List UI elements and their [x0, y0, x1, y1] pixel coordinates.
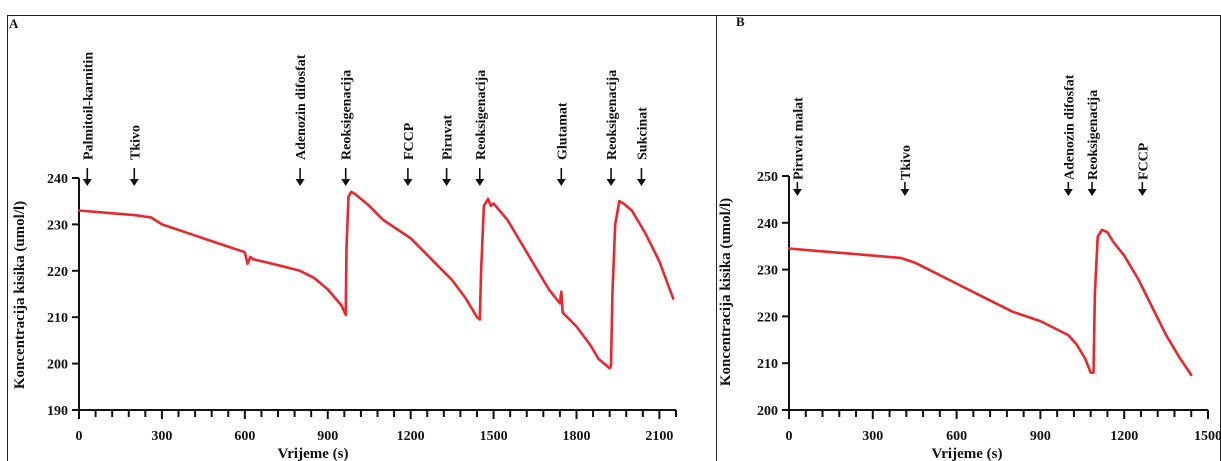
panel-a-y-tick-label: 220: [47, 265, 68, 280]
panel-a-annotation-label: Reoksigenacija: [474, 70, 489, 160]
panel-a-annotation-label: Sukcinat: [635, 107, 650, 160]
panel-a-annotation-label: Piruvat: [441, 115, 456, 160]
panel-a-annotation-arrow-head: [475, 179, 485, 186]
panel-b-y-tick-label: 200: [757, 404, 778, 419]
panel-a-x-tick-label: 1200: [397, 429, 425, 444]
panel-b-annotation-label: FCCP: [1136, 142, 1151, 180]
panel-b-label: B: [736, 14, 745, 29]
panel-a-y-tick-label: 210: [47, 311, 68, 326]
panel-b-annotation-arrow-head: [1137, 189, 1147, 196]
panel-b-y-axis-title: Koncentracija kisika (umol/l): [718, 198, 734, 386]
panel-b-x-axis-title: Vrijeme (s): [932, 446, 1003, 461]
panel-b-annotation-label: Piruvat malat: [791, 97, 806, 180]
panel-a-y-tick-label: 230: [47, 218, 68, 233]
panel-a-y-tick-label: 200: [47, 358, 68, 373]
panel-a-x-tick-label: 900: [317, 429, 338, 444]
panel-a-x-tick-label: 2100: [645, 429, 673, 444]
panel-a-annotation-arrow-head: [606, 179, 616, 186]
panel-b-y-tick-label: 230: [757, 264, 778, 279]
panel-b-annotation-label: Reoksigenacija: [1086, 90, 1101, 180]
panel-b: B Vrijeme (s) Koncentracija kisika (umol…: [716, 14, 1221, 461]
panel-b-annotation-arrow-head: [1063, 189, 1073, 196]
panel-b-annotation-arrow-head: [1087, 189, 1097, 196]
panel-b-annotation-arrow-head: [900, 189, 910, 196]
panel-a-annotation-label: Adenozin difosfat: [294, 54, 309, 160]
panel-b-annotation-label: Adenozin difosfat: [1062, 74, 1077, 180]
panel-a-annotation-arrow-head: [129, 179, 139, 186]
panel-a-x-tick-label: 300: [151, 429, 172, 444]
panel-b-y-tick-label: 240: [757, 217, 778, 232]
panel-a-annotation-arrow-head: [341, 179, 351, 186]
panel-a-annotation-arrow-head: [636, 179, 646, 186]
panel-a-annotation-label: Reoksigenacija: [605, 70, 620, 160]
panel-a-oxygen-trace: [77, 190, 675, 370]
panel-b-oxygen-trace: [787, 228, 1193, 377]
panel-a-x-axis-title: Vrijeme (s): [278, 446, 349, 461]
panel-b-x-tick-label: 300: [862, 429, 883, 444]
panel-a-annotation-label: Palmitoil-karnitin: [81, 52, 96, 160]
panel-a: A Vrijeme (s) Koncentracija kisika (umol…: [7, 15, 717, 461]
panel-a-annotation-arrow-head: [82, 179, 92, 186]
panel-a-annotation-arrow-head: [556, 179, 566, 186]
panel-a-annotation-label: Glutamat: [555, 102, 570, 160]
panel-b-y-tick-label: 250: [757, 170, 778, 185]
panel-b-y-tick-label: 210: [757, 357, 778, 372]
panel-b-frame: [716, 15, 1221, 461]
panel-b-x-tick-label: 600: [946, 429, 967, 444]
panel-a-annotation-arrow-head: [295, 179, 305, 186]
panel-b-x-tick-label: 1500: [1194, 429, 1221, 444]
panel-a-x-tick-label: 1800: [563, 429, 591, 444]
panel-a-y-axis-title: Koncentracija kisika (umol/l): [12, 201, 28, 389]
panel-a-annotation-label: Reoksigenacija: [340, 70, 355, 160]
panel-a-label: A: [9, 16, 19, 31]
panel-a-annotation-arrow-head: [442, 179, 452, 186]
panel-b-x-tick-label: 900: [1030, 429, 1051, 444]
panel-b-annotation-arrow-head: [792, 189, 802, 196]
panel-a-annotation-arrow-head: [403, 179, 413, 186]
panel-a-y-tick-label: 190: [47, 404, 68, 419]
panel-b-x-tick-label: 1200: [1110, 429, 1138, 444]
panel-a-x-tick-label: 600: [234, 429, 255, 444]
panel-a-x-tick-label: 1500: [480, 429, 508, 444]
panel-a-y-tick-label: 240: [47, 172, 68, 187]
panel-a-annotation-label: Tkivo: [128, 125, 143, 160]
panel-b-y-tick-label: 220: [757, 310, 778, 325]
panel-b-x-tick-label: 0: [786, 429, 793, 444]
panel-b-annotation-label: Tkivo: [899, 145, 914, 180]
panel-a-annotation-label: FCCP: [402, 122, 417, 160]
panel-a-x-tick-label: 0: [76, 429, 83, 444]
